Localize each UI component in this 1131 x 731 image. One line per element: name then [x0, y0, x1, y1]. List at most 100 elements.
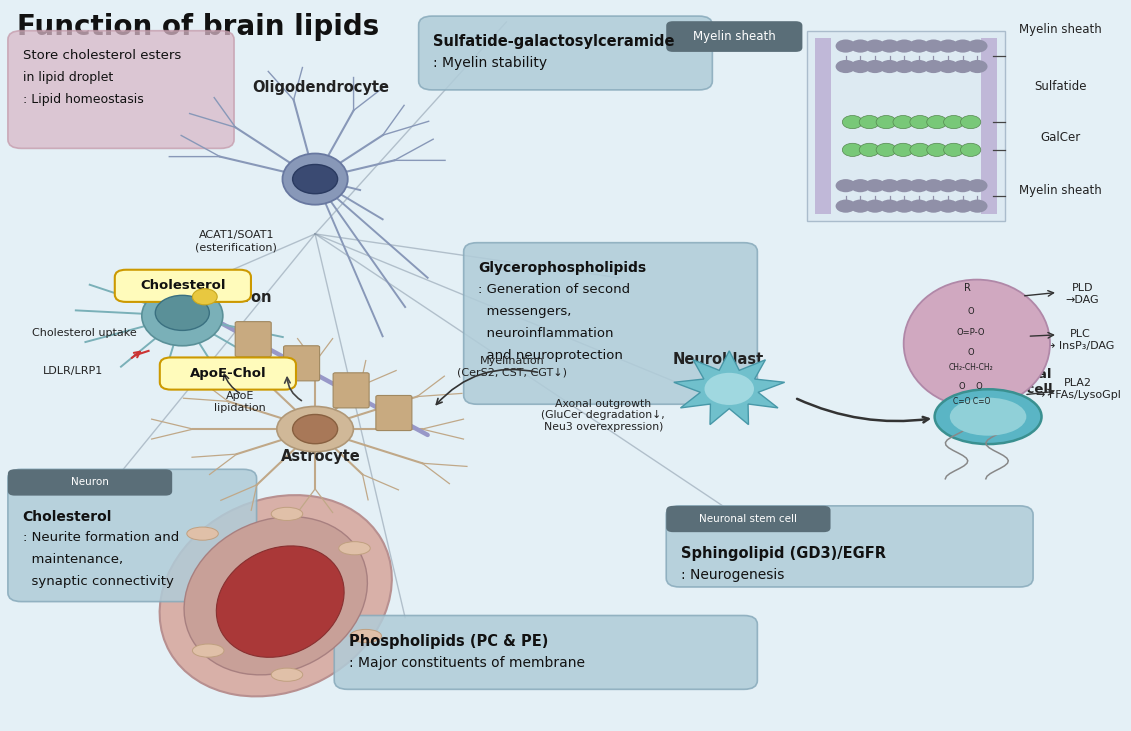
Circle shape [908, 39, 929, 53]
FancyBboxPatch shape [235, 322, 271, 357]
Text: Sulfatide-galactosylceramide: Sulfatide-galactosylceramide [433, 34, 675, 50]
Circle shape [938, 200, 958, 213]
FancyBboxPatch shape [8, 469, 257, 602]
Circle shape [967, 200, 987, 213]
Text: Phospholipids (PC & PE): Phospholipids (PC & PE) [348, 634, 549, 649]
FancyBboxPatch shape [464, 243, 758, 404]
Ellipse shape [216, 546, 344, 657]
Circle shape [960, 115, 981, 129]
Circle shape [843, 143, 863, 156]
Text: in lipid droplet: in lipid droplet [23, 71, 113, 84]
FancyBboxPatch shape [159, 357, 296, 390]
FancyBboxPatch shape [666, 21, 802, 52]
Ellipse shape [141, 286, 223, 346]
Text: Myelin sheath: Myelin sheath [1019, 183, 1102, 197]
Text: Neuron: Neuron [211, 290, 273, 305]
Text: GalCer: GalCer [1041, 131, 1080, 144]
Text: : Major constituents of membrane: : Major constituents of membrane [348, 656, 585, 670]
Circle shape [926, 143, 947, 156]
Ellipse shape [159, 495, 391, 697]
Text: LDLR/LRP1: LDLR/LRP1 [43, 366, 103, 376]
Text: and neuroprotection: and neuroprotection [478, 349, 623, 362]
Circle shape [952, 60, 973, 73]
Circle shape [880, 200, 900, 213]
Circle shape [293, 414, 338, 444]
Circle shape [880, 179, 900, 192]
Ellipse shape [271, 668, 303, 681]
Circle shape [952, 39, 973, 53]
Text: Neuronal stem cell: Neuronal stem cell [699, 514, 797, 524]
Text: Oligodendrocyte: Oligodendrocyte [252, 80, 389, 95]
FancyBboxPatch shape [334, 373, 369, 408]
FancyBboxPatch shape [335, 616, 758, 689]
Text: Cholesterol uptake: Cholesterol uptake [32, 327, 137, 338]
Circle shape [938, 60, 958, 73]
Circle shape [836, 179, 856, 192]
Polygon shape [674, 351, 785, 425]
Text: : Neurite formation and: : Neurite formation and [23, 531, 179, 545]
Circle shape [880, 39, 900, 53]
Text: : Myelin stability: : Myelin stability [433, 56, 547, 70]
Text: Myelination
(CerS2, CST, CGT↓): Myelination (CerS2, CST, CGT↓) [457, 356, 567, 378]
Text: Neuroblast: Neuroblast [672, 352, 763, 367]
Text: Astrocyte: Astrocyte [280, 450, 361, 464]
Circle shape [943, 143, 964, 156]
FancyBboxPatch shape [666, 506, 830, 532]
FancyBboxPatch shape [806, 31, 1005, 221]
Circle shape [943, 115, 964, 129]
Ellipse shape [271, 507, 303, 520]
Ellipse shape [339, 542, 370, 555]
FancyBboxPatch shape [114, 270, 251, 302]
Circle shape [880, 60, 900, 73]
Circle shape [909, 115, 930, 129]
Circle shape [909, 143, 930, 156]
Circle shape [843, 115, 863, 129]
Text: ApoE-Chol: ApoE-Chol [190, 367, 266, 380]
Circle shape [293, 164, 338, 194]
Circle shape [923, 39, 943, 53]
Text: Cholesterol: Cholesterol [23, 510, 112, 523]
Text: Cholesterol: Cholesterol [140, 279, 225, 292]
Text: Function of brain lipids: Function of brain lipids [17, 13, 379, 41]
Text: O    O: O O [959, 382, 983, 391]
Text: C=O C=O: C=O C=O [952, 396, 990, 406]
Circle shape [967, 39, 987, 53]
Circle shape [851, 39, 871, 53]
Circle shape [967, 179, 987, 192]
FancyBboxPatch shape [814, 38, 830, 214]
Ellipse shape [950, 398, 1026, 436]
Ellipse shape [187, 527, 218, 540]
Circle shape [865, 39, 886, 53]
Ellipse shape [934, 389, 1042, 444]
Text: Axonal outgrowth
(GluCer degradation↓,
Neu3 overexpression): Axonal outgrowth (GluCer degradation↓, N… [542, 398, 665, 432]
Ellipse shape [277, 406, 353, 452]
Circle shape [836, 60, 856, 73]
Circle shape [895, 60, 914, 73]
Circle shape [865, 60, 886, 73]
Circle shape [192, 289, 217, 305]
Circle shape [908, 60, 929, 73]
Text: O=P-O: O=P-O [957, 327, 985, 337]
Ellipse shape [192, 644, 224, 657]
Ellipse shape [184, 517, 368, 675]
Text: Glycerophospholipids: Glycerophospholipids [478, 261, 647, 275]
Circle shape [952, 179, 973, 192]
Text: messengers,: messengers, [478, 305, 571, 318]
Text: neuroinflammation: neuroinflammation [478, 327, 614, 340]
Text: ACAT1/SOAT1
(esterification): ACAT1/SOAT1 (esterification) [196, 230, 277, 252]
Circle shape [893, 143, 913, 156]
Circle shape [960, 143, 981, 156]
Circle shape [893, 115, 913, 129]
Text: Myelin sheath: Myelin sheath [1019, 23, 1102, 36]
Circle shape [923, 60, 943, 73]
Circle shape [865, 179, 886, 192]
FancyBboxPatch shape [8, 31, 234, 148]
Circle shape [923, 200, 943, 213]
Text: : Generation of second: : Generation of second [478, 283, 630, 296]
Circle shape [895, 200, 914, 213]
Circle shape [836, 200, 856, 213]
Text: : Lipid homeostasis: : Lipid homeostasis [23, 93, 144, 106]
Circle shape [836, 39, 856, 53]
Ellipse shape [283, 154, 347, 205]
Circle shape [908, 200, 929, 213]
